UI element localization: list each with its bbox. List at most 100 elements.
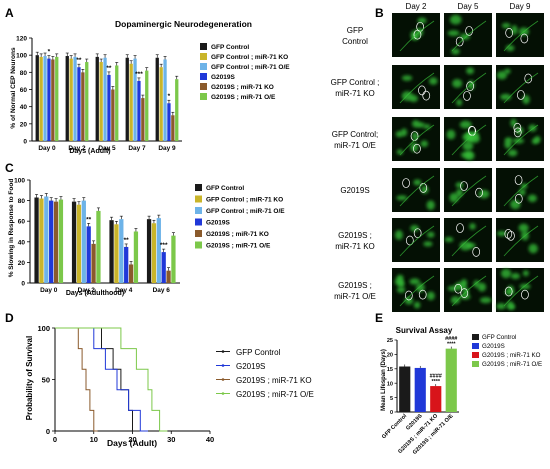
row-label: GFP Control; bbox=[332, 130, 379, 139]
neurite bbox=[503, 225, 539, 257]
neurite bbox=[451, 225, 487, 257]
neuron-circle bbox=[418, 85, 426, 96]
bar bbox=[95, 56, 99, 142]
cell-glow bbox=[527, 194, 537, 203]
neuron-circle bbox=[402, 178, 410, 188]
neuron-circle bbox=[513, 122, 522, 133]
significance-label: #### bbox=[430, 374, 442, 380]
cell-glow bbox=[477, 282, 487, 292]
row-label: miR-71 KO bbox=[335, 89, 375, 98]
x-tick-label: Day 0 bbox=[38, 145, 56, 152]
legend-label: G2019S ; miR-71 O/E bbox=[206, 243, 271, 250]
cell-glow bbox=[531, 138, 539, 145]
y-tick-label: 20 bbox=[387, 353, 393, 359]
legend-marker bbox=[221, 350, 225, 353]
legend-label: G2019S bbox=[236, 362, 265, 371]
micrograph-tile bbox=[496, 117, 544, 161]
panel-label-a: A bbox=[5, 6, 14, 20]
bar bbox=[161, 252, 166, 283]
bar bbox=[167, 103, 171, 141]
cell-glow bbox=[455, 182, 464, 188]
y-tick-label: 80 bbox=[18, 198, 26, 205]
panel-label-b: B bbox=[375, 6, 384, 20]
neuron-circle bbox=[413, 228, 422, 239]
bar bbox=[133, 58, 137, 141]
neuron-circle bbox=[513, 127, 522, 138]
significance-label: * bbox=[168, 93, 171, 100]
x-tick-label: Day 5 bbox=[98, 145, 116, 152]
bar bbox=[81, 200, 86, 283]
cell-glow bbox=[507, 149, 518, 157]
panel-e-chart: Survival Assay Mean Lifespan (Days) 0 5 10… bbox=[381, 326, 542, 456]
bar bbox=[125, 57, 129, 141]
panel-a-chart: Dopaminergic Neurodegeneration Days (Adu… bbox=[10, 19, 290, 155]
micrograph-tile bbox=[444, 168, 492, 212]
y-tick-label: 10 bbox=[387, 381, 393, 387]
cell-glow bbox=[401, 75, 413, 81]
micrograph-tile bbox=[496, 65, 544, 109]
bar bbox=[44, 196, 49, 283]
chart-e-ylabel: Mean Lifespan (Days) bbox=[381, 349, 387, 411]
row-label: G2019S ; bbox=[338, 281, 372, 290]
legend-marker bbox=[221, 378, 225, 381]
chart-c-xlabel: Days (Adulthood) bbox=[66, 290, 124, 297]
bar bbox=[73, 56, 77, 142]
cell-glow bbox=[396, 195, 408, 201]
neuron-circle bbox=[507, 230, 515, 241]
cell-glow bbox=[426, 200, 435, 211]
survival-line bbox=[55, 327, 168, 432]
cell-glow bbox=[452, 79, 463, 88]
bar bbox=[414, 367, 426, 412]
significance-label: #### bbox=[445, 336, 457, 342]
neuron-circle bbox=[413, 29, 422, 40]
legend-label: G2019S ; miR-71 O/E bbox=[236, 390, 314, 399]
legend-swatch bbox=[195, 230, 202, 237]
neuron-circle bbox=[521, 289, 529, 300]
chart-a-ylabel: % of Normal CEP Neurons bbox=[10, 47, 17, 129]
bar bbox=[159, 67, 163, 141]
legend-label: GFP Control ; miR-71 O/E bbox=[211, 64, 290, 71]
micrograph-tile bbox=[392, 13, 440, 57]
bar bbox=[156, 218, 161, 283]
cell-glow bbox=[450, 296, 461, 305]
bar bbox=[430, 386, 442, 412]
bar bbox=[91, 243, 96, 283]
legend-swatch bbox=[472, 334, 479, 340]
cell-glow bbox=[459, 241, 472, 251]
y-tick-label: 15 bbox=[387, 367, 393, 373]
row-label: GFP Control ; bbox=[331, 78, 380, 87]
x-tick-label: Day 2 bbox=[78, 287, 96, 294]
y-tick-label: 50 bbox=[42, 376, 50, 385]
y-tick-label: 0 bbox=[46, 427, 50, 436]
y-tick-label: 40 bbox=[20, 104, 28, 111]
y-tick-label: 100 bbox=[14, 178, 25, 185]
significance-label: * bbox=[48, 49, 51, 56]
neurite bbox=[503, 175, 539, 207]
bar bbox=[34, 197, 39, 283]
bar bbox=[399, 366, 411, 412]
neuron-circle bbox=[475, 187, 483, 198]
neurite bbox=[451, 124, 487, 156]
micrograph-tile bbox=[392, 218, 440, 262]
bar bbox=[77, 67, 81, 141]
y-tick-label: 0 bbox=[21, 281, 25, 288]
legend-swatch bbox=[472, 352, 479, 358]
bar bbox=[96, 210, 101, 283]
bar bbox=[137, 80, 141, 141]
micrograph-tile bbox=[392, 65, 440, 109]
bar bbox=[76, 204, 82, 283]
panel-b-micrographs: Day 2 Day 5 Day 9 GFP Control GFP Control ; mi… bbox=[331, 2, 544, 312]
neuron-circle bbox=[413, 143, 421, 154]
row-label: miR-71 O/E bbox=[334, 141, 376, 150]
neuron-circle bbox=[460, 181, 468, 191]
legend-label: G2019S ; miR-71 KO bbox=[482, 352, 541, 359]
cell-glow bbox=[449, 192, 459, 203]
bar bbox=[35, 55, 39, 141]
legend-marker bbox=[221, 364, 225, 367]
row-label: Control bbox=[342, 37, 368, 46]
bar bbox=[115, 65, 119, 141]
neurite bbox=[399, 275, 435, 307]
bar bbox=[175, 79, 179, 141]
y-tick-label: 0 bbox=[23, 139, 27, 146]
neurite bbox=[503, 124, 539, 156]
